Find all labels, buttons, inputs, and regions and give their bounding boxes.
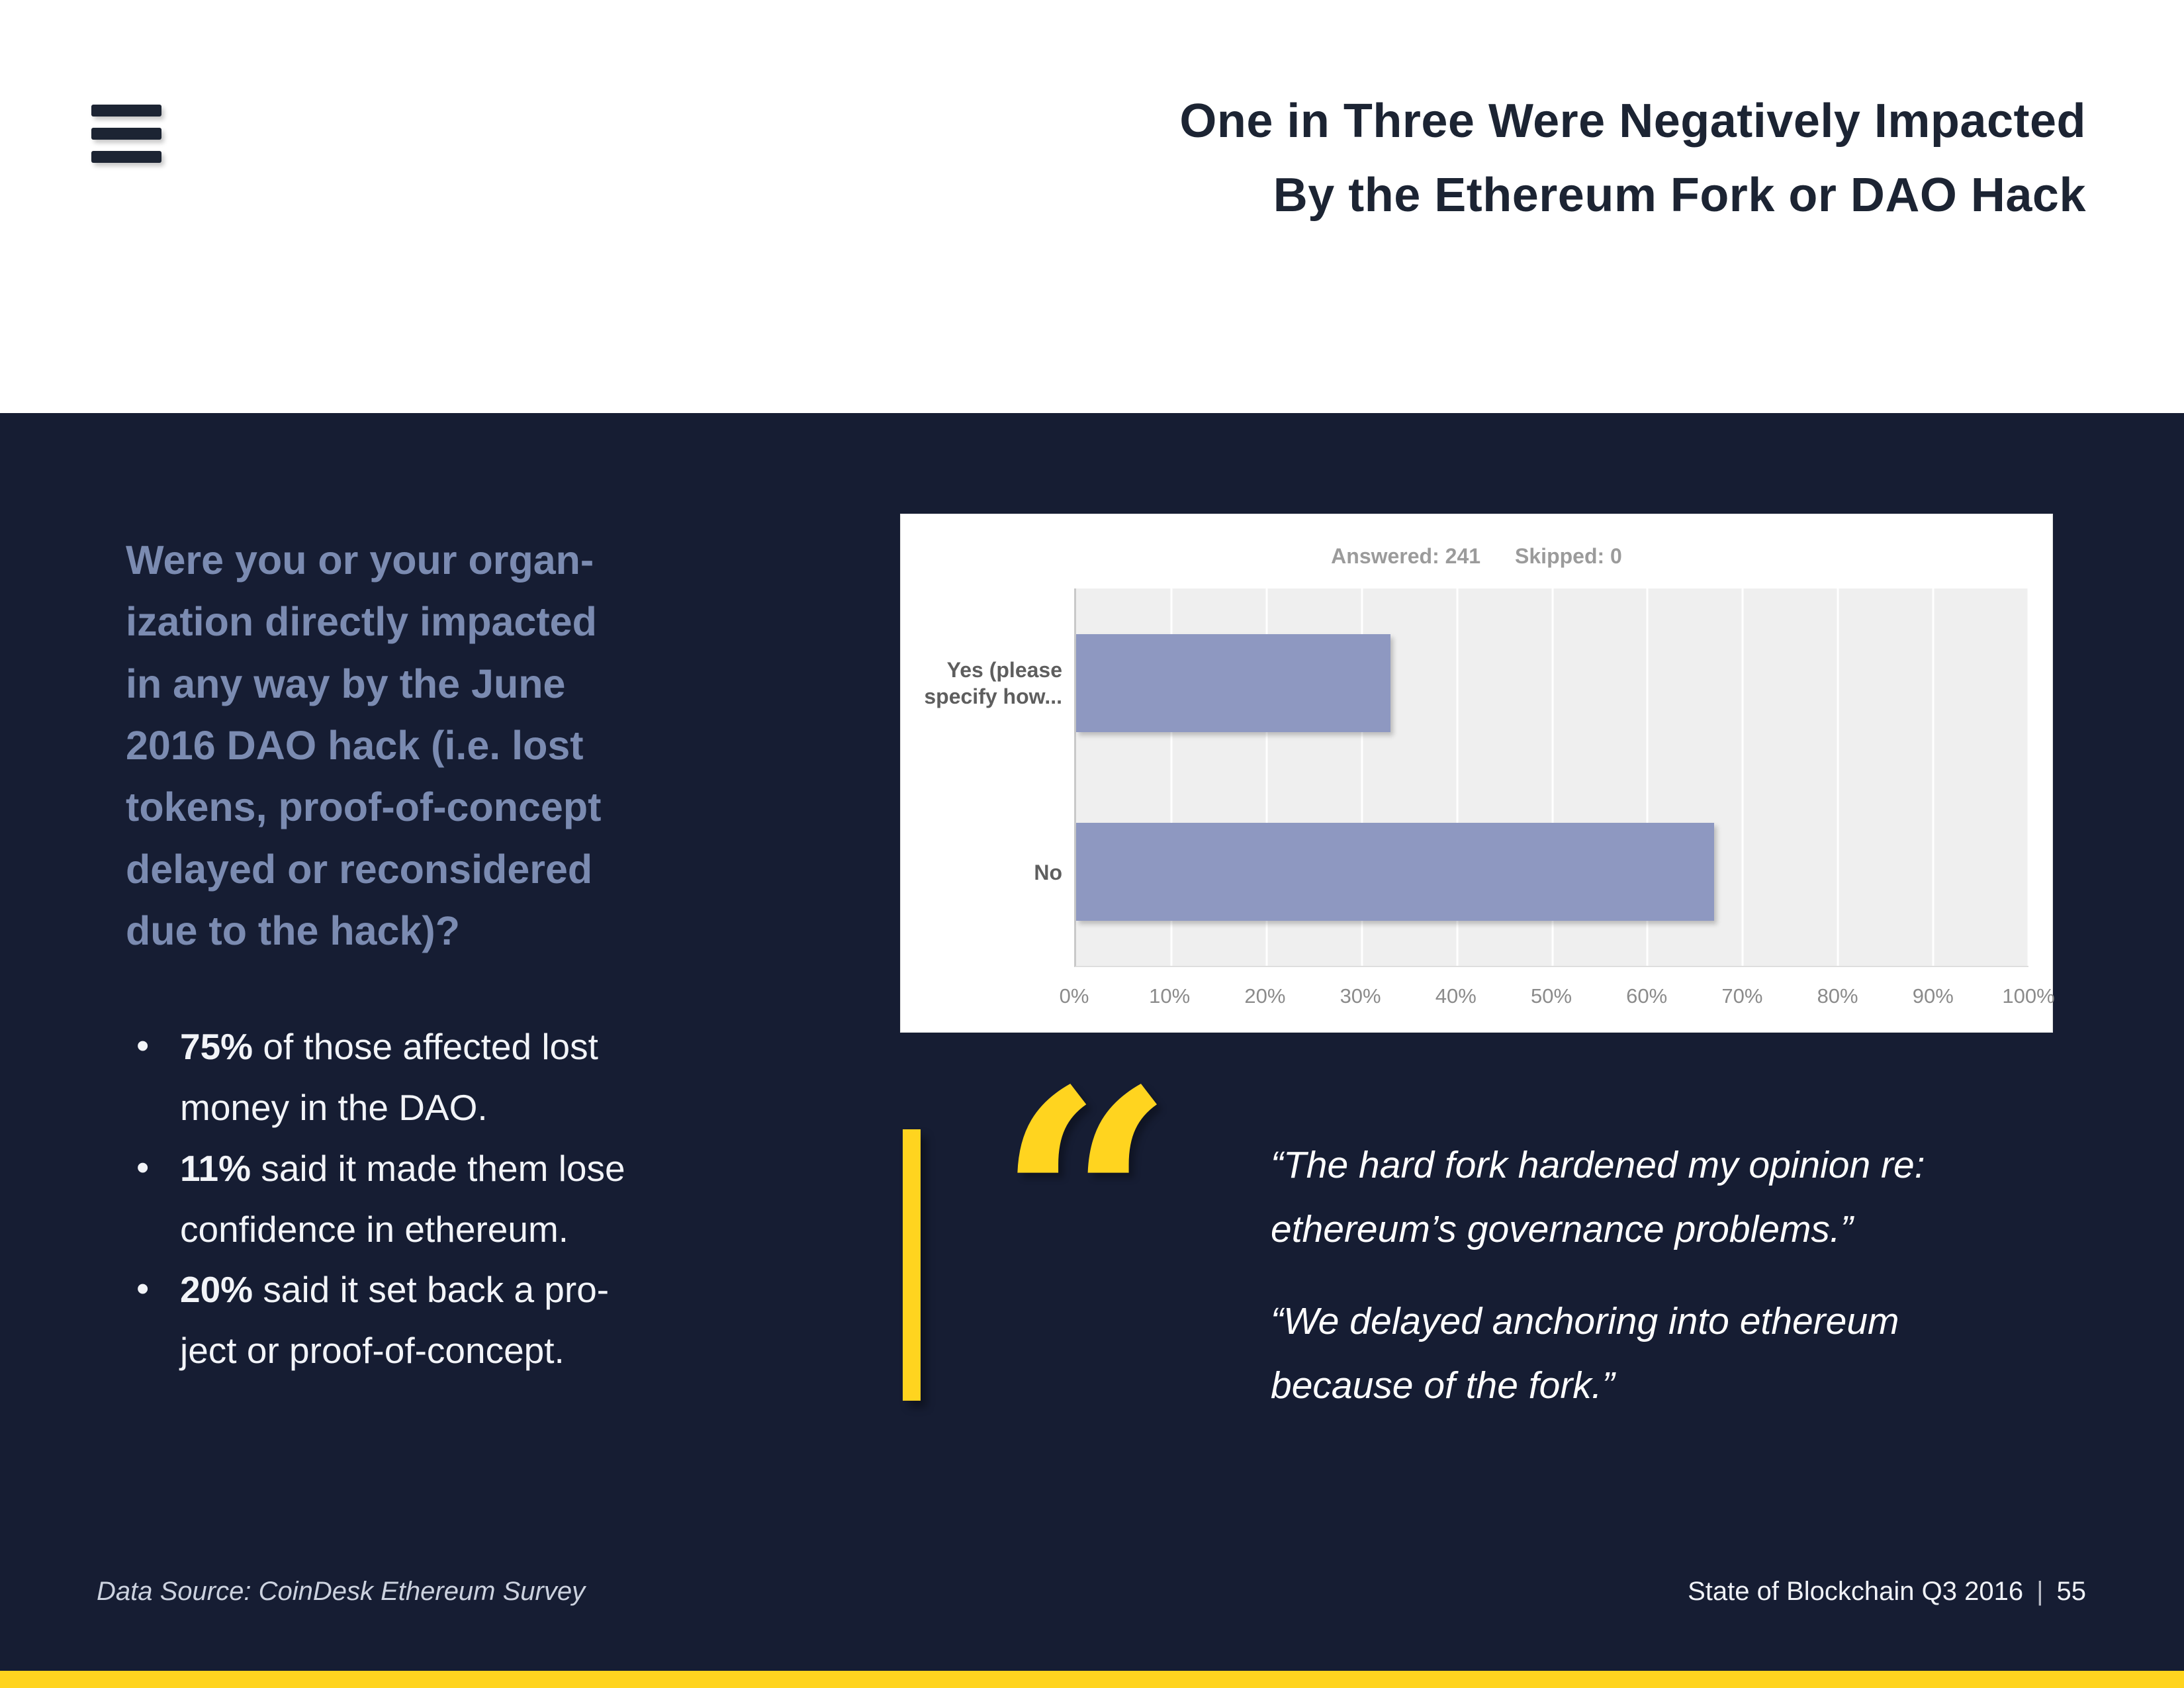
bullet-percent: 75% <box>180 1026 253 1067</box>
hamburger-bar <box>91 128 161 140</box>
x-tick-label: 90% <box>1912 984 1954 1008</box>
page-number: 55 <box>2056 1577 2087 1606</box>
data-source-note: Data Source: CoinDesk Ethereum Survey <box>97 1577 586 1606</box>
bullet-item: 20% said it set back a pro- ject or proo… <box>132 1258 702 1382</box>
survey-question: Were you or your organ- ization directly… <box>126 538 602 953</box>
x-tick-label: 80% <box>1817 984 1858 1008</box>
bar <box>1076 633 1390 732</box>
x-tick-label: 10% <box>1149 984 1191 1008</box>
chart-header: Answered: 241 Skipped: 0 <box>901 514 2052 588</box>
hamburger-menu-icon[interactable] <box>91 105 161 163</box>
gridline <box>1456 588 1459 966</box>
quotes: “The hard fork hardened my opinion re: e… <box>1271 1133 2105 1446</box>
bar <box>1076 822 1715 921</box>
bullet-item: 11% said it made them lose confidence in… <box>132 1137 702 1260</box>
quote-accent-bar <box>903 1129 921 1401</box>
x-tick-label: 70% <box>1721 984 1763 1008</box>
quote-text: “The hard fork hardened my opinion re: e… <box>1271 1144 1925 1250</box>
bullet-text: said it set back a pro- ject or proof-of… <box>180 1269 610 1372</box>
bullet-percent: 11% <box>180 1147 251 1189</box>
category-label: No <box>1034 861 1062 884</box>
bullet-text: said it made them lose confidence in eth… <box>180 1147 625 1250</box>
bullet-list: 75% of those affected lost money in the … <box>132 1015 702 1382</box>
hamburger-bar <box>91 105 161 117</box>
gridline <box>2027 588 2030 966</box>
gridline <box>1265 588 1268 966</box>
x-tick-label: 60% <box>1626 984 1668 1008</box>
skipped-count: Skipped: 0 <box>1515 543 1622 568</box>
gridline <box>1170 588 1173 966</box>
gridline <box>1646 588 1649 966</box>
main-section: Were you or your organ- ization directly… <box>0 413 2184 1671</box>
report-name: State of Blockchain Q3 2016 <box>1688 1577 2024 1606</box>
footer-separator: | <box>2036 1577 2044 1606</box>
bullet-item: 75% of those affected lost money in the … <box>132 1015 702 1139</box>
gridline <box>1741 588 1744 966</box>
bar-row <box>1076 777 2028 966</box>
report-footer: State of Blockchain Q3 2016 | 55 <box>1688 1577 2086 1607</box>
x-axis-labels: 0% 10% 20% 30% 40% 50% 60% 70% 80% 90% 100% <box>1060 967 2055 1031</box>
gridline <box>1361 588 1363 966</box>
chart-body: Yes (please specify how... No <box>901 588 2052 967</box>
x-tick-label: 20% <box>1244 984 1286 1008</box>
page-title: One in Three Were Negatively Impacted By… <box>1179 95 2086 222</box>
hamburger-bar <box>91 151 161 163</box>
chart-card: Answered: 241 Skipped: 0 Yes (please spe… <box>900 514 2055 1033</box>
gridline <box>1837 588 1839 966</box>
quote-mark-icon: “ <box>996 1023 1175 1388</box>
chart-plot <box>1074 588 2030 967</box>
bars <box>1076 588 2028 966</box>
bullet-percent: 20% <box>180 1269 253 1311</box>
category-labels: Yes (please specify how... No <box>901 588 1074 967</box>
x-tick-label: 30% <box>1340 984 1381 1008</box>
x-tick-label: 0% <box>1059 984 1089 1008</box>
quote-text: “We delayed anchoring into ethereum beca… <box>1271 1299 1899 1407</box>
bar-row <box>1076 588 2028 777</box>
bullet-text: of those affected lost money in the DAO. <box>180 1026 598 1128</box>
gridline <box>1932 588 1934 966</box>
bottom-accent-strip <box>0 1671 2184 1688</box>
x-tick-label: 40% <box>1435 984 1477 1008</box>
x-tick-label: 100% <box>2002 984 2055 1008</box>
category-label: Yes (please specify how... <box>924 658 1062 708</box>
answered-count: Answered: 241 <box>1331 543 1481 568</box>
x-tick-label: 50% <box>1530 984 1572 1008</box>
gridline <box>1551 588 1553 966</box>
